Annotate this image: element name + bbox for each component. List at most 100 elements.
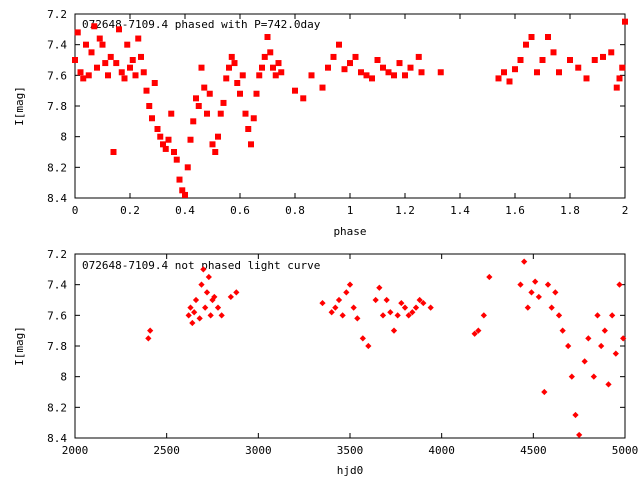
data-point — [512, 66, 518, 73]
data-point — [205, 273, 212, 281]
data-point — [202, 304, 209, 311]
data-point — [182, 191, 188, 198]
data-point — [575, 64, 582, 71]
x-tick-label: 2000 — [62, 444, 89, 457]
data-point — [256, 72, 263, 79]
data-point — [272, 72, 279, 79]
data-point — [215, 133, 221, 140]
data-point — [116, 26, 122, 33]
data-point — [228, 53, 235, 60]
data-point — [191, 309, 198, 316]
data-point — [173, 156, 180, 163]
data-point — [380, 64, 386, 71]
y-tick-label: 7.4 — [47, 39, 67, 52]
data-point — [605, 381, 612, 388]
data-point — [608, 49, 615, 56]
data-points — [145, 258, 627, 439]
data-point — [506, 78, 513, 85]
data-point — [572, 411, 579, 419]
data-point — [140, 69, 147, 76]
data-point — [149, 115, 155, 122]
data-point — [616, 75, 623, 82]
x-tick-label: 0.8 — [285, 204, 305, 217]
unphased-light-curve-plot: 072648-7109.4 not phased light curve hjd… — [13, 248, 638, 477]
y-axis-label: I[mag] — [13, 86, 26, 126]
y-tick-label: 8.2 — [47, 161, 67, 174]
data-point — [227, 293, 234, 301]
data-point — [480, 312, 487, 319]
x-tick-label: 2 — [622, 204, 629, 217]
data-point — [94, 64, 100, 71]
data-point — [471, 330, 478, 337]
data-point — [248, 141, 254, 148]
plot-title: 072648-7109.4 not phased light curve — [82, 259, 320, 272]
data-point — [85, 72, 92, 79]
data-point — [328, 309, 335, 316]
data-point — [528, 34, 535, 40]
data-point — [475, 327, 482, 334]
plot-frame — [74, 13, 626, 199]
data-point — [192, 296, 200, 304]
data-point — [369, 75, 375, 82]
data-point — [77, 69, 84, 76]
data-point — [376, 284, 383, 291]
data-point — [151, 80, 158, 86]
x-tick-label: 2500 — [153, 444, 180, 457]
data-point — [250, 115, 257, 122]
y-tick-label: 7.2 — [47, 8, 67, 21]
data-point — [585, 335, 592, 342]
data-points — [72, 18, 628, 198]
x-tick-label: 3000 — [245, 444, 272, 457]
data-point — [176, 176, 183, 183]
data-point — [539, 57, 546, 63]
data-point — [391, 72, 397, 79]
data-point — [396, 60, 403, 67]
data-point — [267, 49, 274, 56]
data-point — [374, 57, 381, 63]
data-point — [550, 49, 557, 56]
data-point — [242, 110, 249, 117]
data-point — [402, 72, 408, 79]
data-point — [253, 90, 260, 97]
data-point — [261, 53, 268, 60]
data-point — [196, 315, 203, 322]
x-axis-label: hjd0 — [337, 464, 364, 477]
x-tick-label: 0.4 — [175, 204, 195, 217]
data-point — [359, 335, 366, 342]
data-point — [591, 57, 598, 63]
data-point — [187, 304, 194, 311]
data-point — [346, 281, 354, 288]
plot-title: 072648-7109.4 phased with P=742.0day — [82, 18, 321, 31]
data-point — [383, 296, 390, 304]
data-point — [612, 350, 619, 357]
data-point — [541, 388, 548, 396]
data-point — [583, 75, 590, 82]
data-point — [185, 312, 192, 319]
data-point — [206, 90, 213, 97]
data-point — [534, 69, 540, 76]
data-point — [234, 80, 241, 86]
data-point — [218, 312, 225, 319]
data-point — [420, 299, 427, 307]
data-point — [552, 289, 559, 296]
phased-light-curve-plot: 072648-7109.4 phased with P=742.0day pha… — [13, 8, 628, 238]
data-point — [398, 299, 405, 307]
data-point — [146, 103, 153, 109]
data-point — [407, 64, 414, 71]
data-point — [212, 149, 219, 155]
data-point — [523, 41, 529, 48]
data-point — [160, 141, 166, 148]
data-point — [96, 35, 103, 42]
data-point — [336, 41, 342, 48]
data-point — [528, 289, 535, 296]
data-point — [601, 327, 608, 334]
data-point — [495, 75, 502, 82]
data-point — [319, 299, 326, 307]
data-point — [517, 57, 524, 63]
data-point — [154, 126, 161, 132]
data-point — [347, 60, 353, 67]
data-point — [343, 289, 350, 296]
data-point — [598, 342, 605, 350]
data-point — [300, 95, 307, 102]
